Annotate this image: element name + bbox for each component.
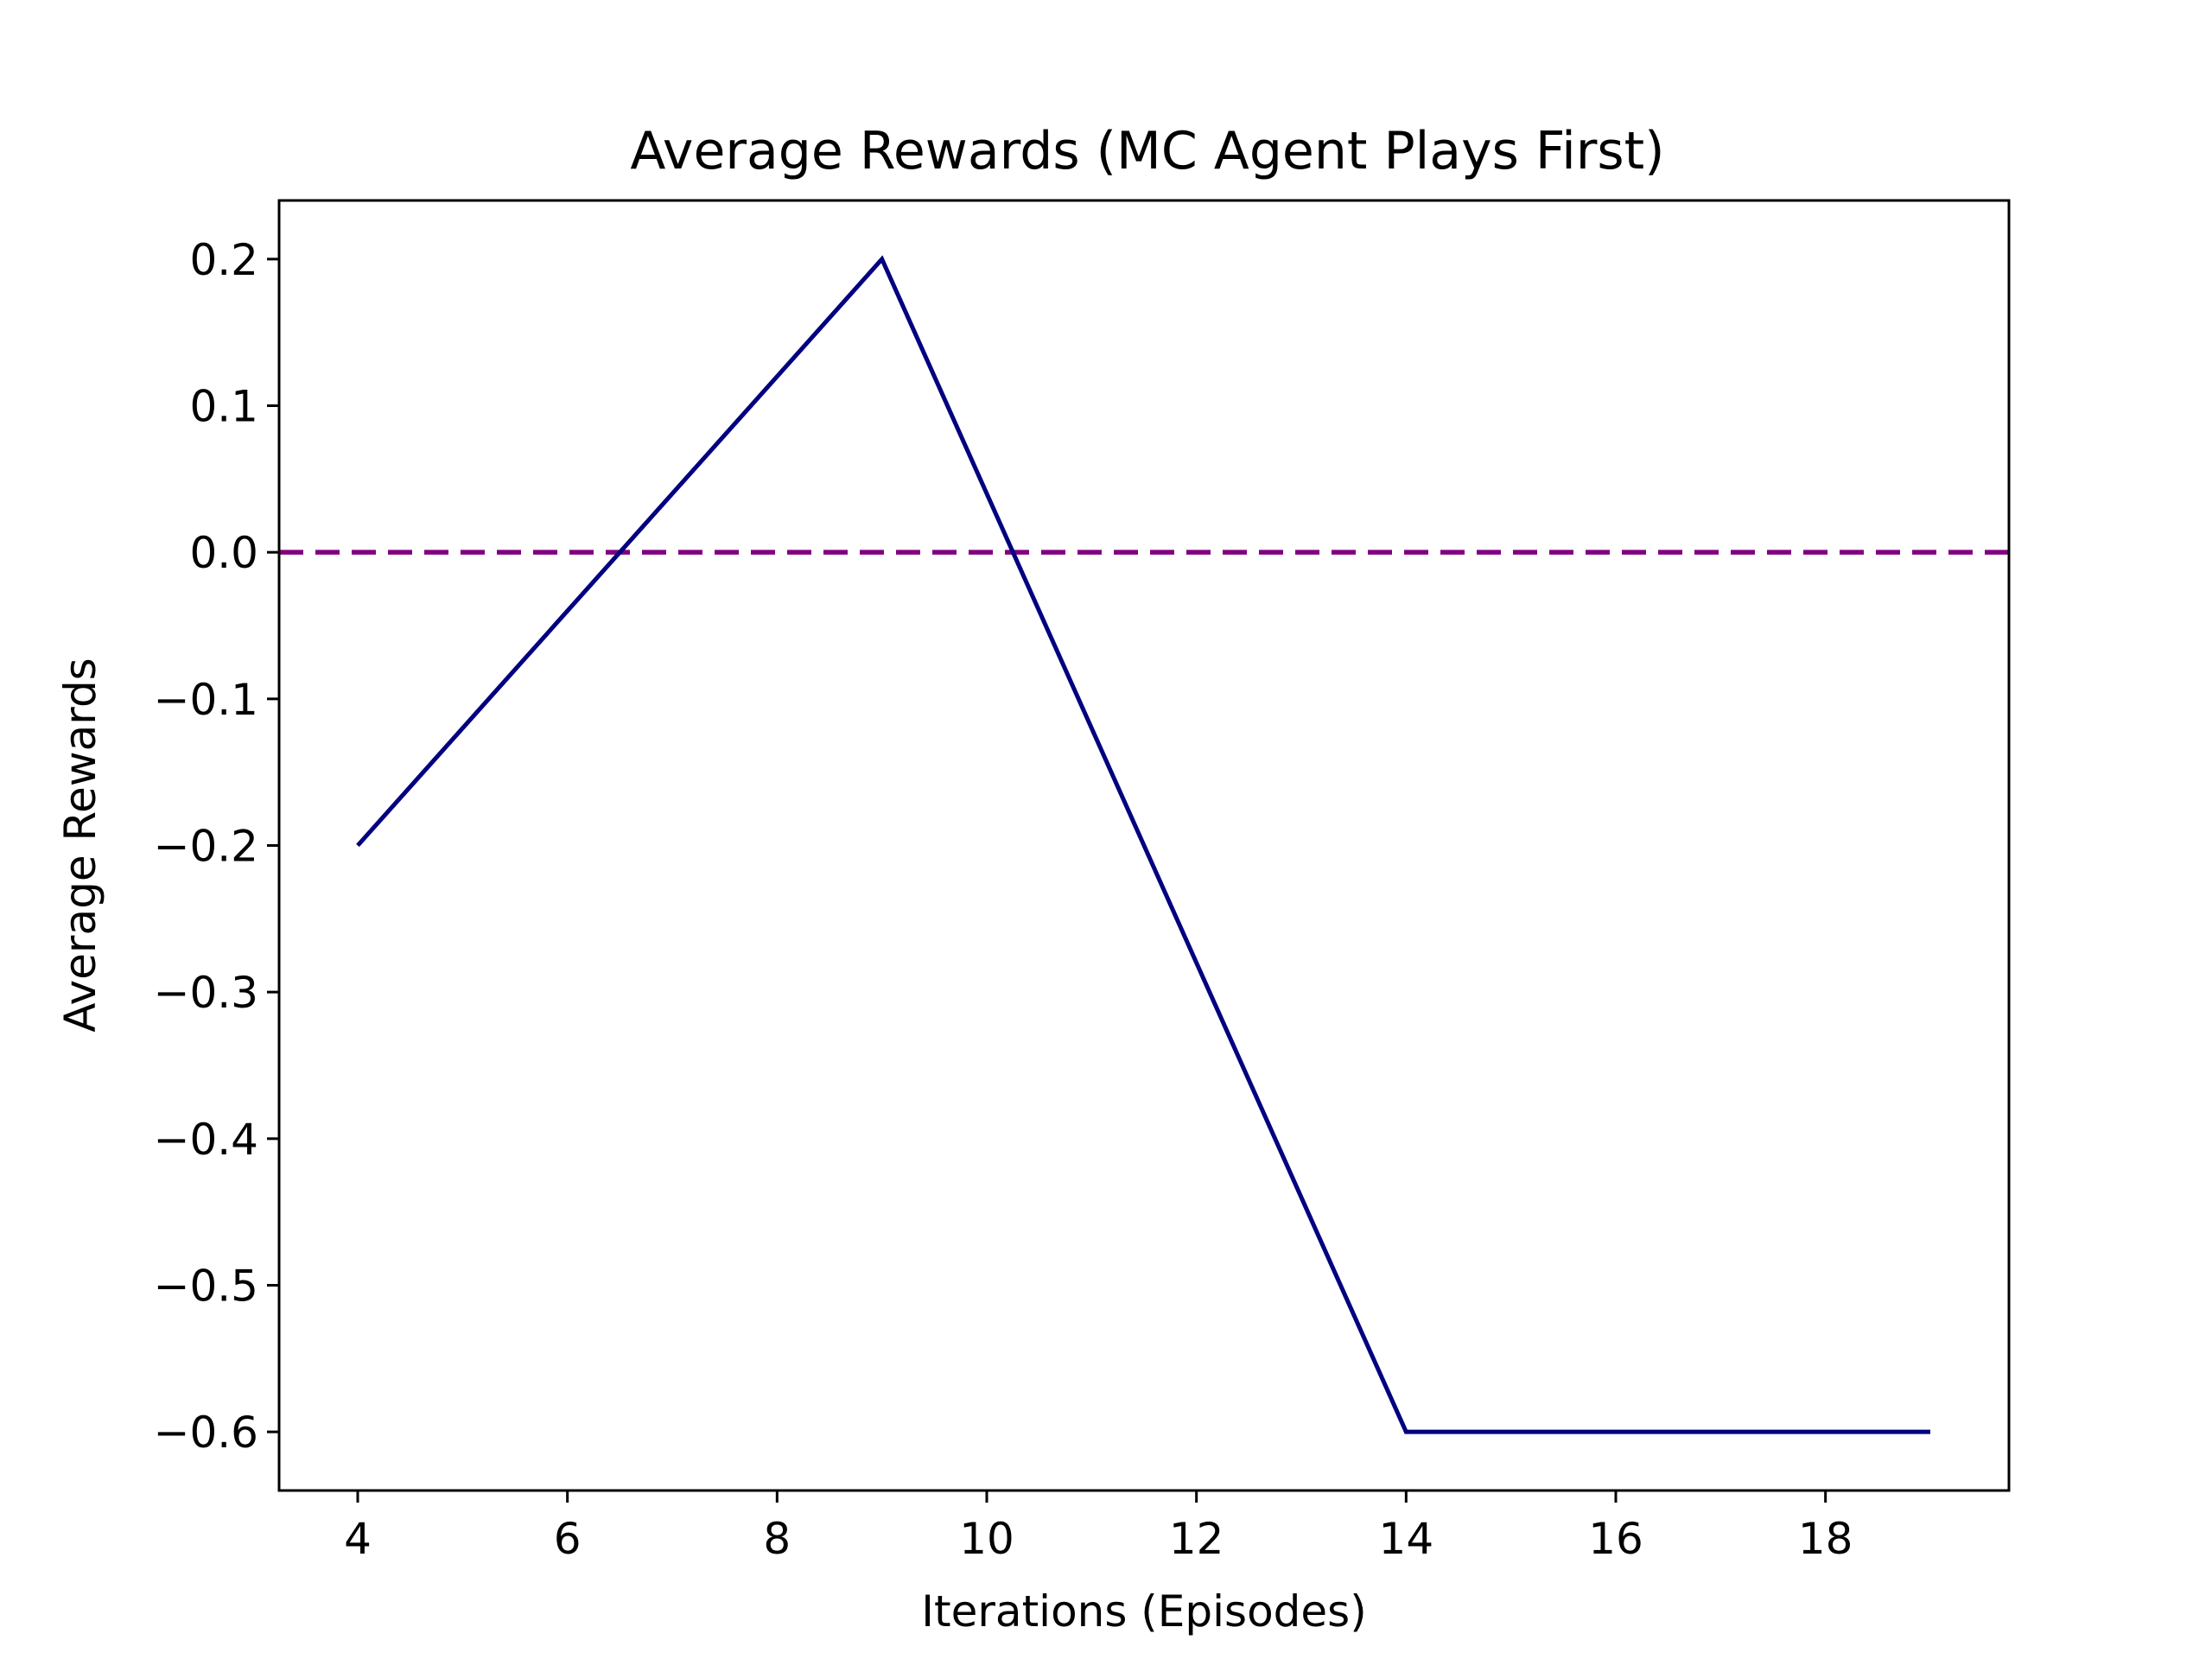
plot-area: 0.2 0.1 0.0 −0.1 −0.2 −0.3 −0.4 −0.5 −0.6 4 6 8 10 1… [154, 199, 2011, 1564]
x-tick-label: 6 [554, 1514, 582, 1564]
x-axis-ticks: 4 6 8 10 12 14 16 18 [344, 1491, 1853, 1564]
y-tick-label: 0.0 [189, 528, 258, 578]
y-tick-label: −0.6 [154, 1408, 258, 1458]
chart-title: Average Rewards (MC Agent Plays First) [630, 121, 1664, 181]
x-tick-label: 8 [763, 1514, 791, 1564]
y-axis-ticks: 0.2 0.1 0.0 −0.1 −0.2 −0.3 −0.4 −0.5 −0.6 [154, 235, 279, 1458]
x-axis-label: Iterations (Episodes) [921, 1586, 1366, 1637]
series-line [356, 255, 1930, 1434]
y-tick-label: −0.2 [154, 822, 258, 872]
series-layer [356, 255, 1930, 1434]
plot-frame [277, 199, 2011, 1492]
y-tick-label: 0.2 [189, 235, 258, 285]
x-tick-label: 12 [1169, 1514, 1224, 1564]
x-tick-label: 10 [959, 1514, 1014, 1564]
x-tick-label: 16 [1588, 1514, 1643, 1564]
y-tick-label: −0.5 [154, 1261, 258, 1311]
x-tick-label: 18 [1798, 1514, 1853, 1564]
y-axis-label: Average Rewards [55, 658, 105, 1032]
y-tick-label: 0.1 [189, 382, 258, 432]
x-tick-label: 14 [1379, 1514, 1434, 1564]
y-tick-label: −0.4 [154, 1115, 258, 1165]
y-tick-label: −0.3 [154, 968, 258, 1018]
y-tick-label: −0.1 [154, 675, 258, 725]
x-tick-label: 4 [344, 1514, 372, 1564]
